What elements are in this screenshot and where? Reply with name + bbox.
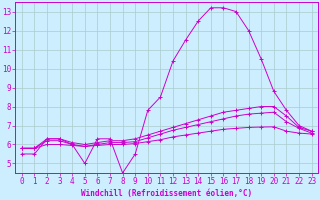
X-axis label: Windchill (Refroidissement éolien,°C): Windchill (Refroidissement éolien,°C) — [81, 189, 252, 198]
